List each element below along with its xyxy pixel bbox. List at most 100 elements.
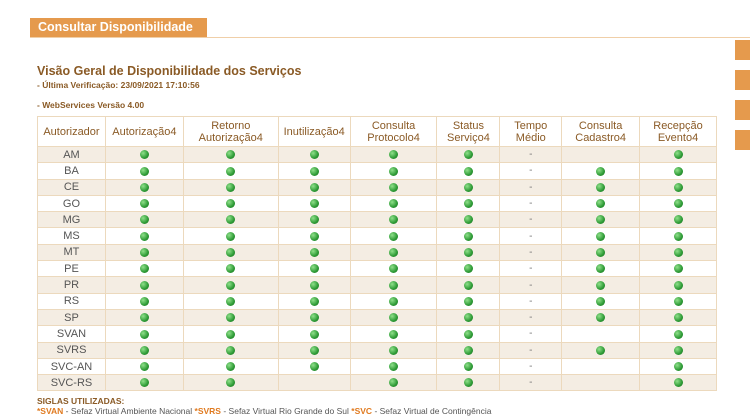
status-dot [389,329,399,339]
uf-cell: GO [37,194,106,213]
status-cell [561,308,641,327]
status-cell [104,194,184,213]
status-dot [309,296,319,306]
status-cell [277,145,351,164]
uf-cell: SVC-AN [37,357,106,376]
status-dot [463,362,473,372]
tab[interactable]: Consultar Disponibilidade [30,18,207,37]
status-cell [639,162,717,180]
status-dot [389,264,399,274]
status-cell [182,194,279,213]
tempo-cell: - [499,194,563,213]
status-cell [182,243,279,262]
status-dot [389,378,399,388]
tempo-cell: - [499,325,563,343]
row: SVC-RS - [37,374,717,392]
status-cell [277,178,351,196]
sigla-code: *SVAN [37,406,64,416]
status-cell [349,211,438,229]
status-dot [389,362,399,372]
status-cell [277,341,351,359]
status-dot [226,329,236,339]
status-cell [277,357,351,376]
status-cell [182,227,279,245]
status-cell [561,243,641,262]
status-cell [561,357,641,376]
uf-cell: SVC-RS [37,374,106,392]
status-dot [673,215,683,225]
uf-cell: AM [37,145,106,164]
status-cell [104,374,184,392]
status-dot [309,199,319,209]
side-button[interactable] [735,40,750,60]
status-dot [596,345,606,355]
status-cell [349,374,438,392]
status-cell [104,211,184,229]
tempo-cell: - [499,243,563,262]
status-dot [309,313,319,323]
column-header: Consulta Cadastro4 [561,116,641,147]
status-dot [226,182,236,192]
status-cell [182,341,279,359]
uf-cell: BA [37,162,106,180]
status-dot [673,166,683,176]
status-dot [389,182,399,192]
status-dot [309,182,319,192]
status-dot [389,345,399,355]
status-dot [596,296,606,306]
status-dot [596,264,606,274]
status-cell [182,276,279,294]
column-header: Tempo Médio [499,116,563,147]
column-header: Consulta Protocolo4 [349,116,438,147]
status-cell [561,325,641,343]
uf-cell: SVAN [37,325,106,343]
status-cell [277,211,351,229]
row: CE - [37,178,717,196]
status-dot [139,378,149,388]
status-dot [309,150,319,160]
side-button[interactable] [735,100,750,120]
status-cell [436,374,501,392]
status-cell [436,227,501,245]
status-dot [139,296,149,306]
status-dot [596,166,606,176]
tempo-cell: - [499,357,563,376]
status-dot [596,280,606,290]
status-dot [139,231,149,241]
status-dot [139,362,149,372]
status-dot [226,280,236,290]
column-header: Retorno Autorização4 [182,116,279,147]
uf-cell: CE [37,178,106,196]
status-dot [309,280,319,290]
status-dot [596,215,606,225]
status-dot [463,199,473,209]
status-dot [139,329,149,339]
status-dot [463,296,473,306]
uf-cell: MG [37,211,106,229]
status-cell [349,178,438,196]
status-dot [463,329,473,339]
status-cell [349,292,438,310]
status-cell [436,145,501,164]
side-button[interactable] [735,130,750,150]
uf-cell: SVRS [37,341,106,359]
status-cell [277,260,351,278]
status-cell [639,211,717,229]
status-cell [104,308,184,327]
status-dot [226,231,236,241]
status-cell [349,308,438,327]
row: PR - [37,276,717,294]
side-button[interactable] [735,70,750,90]
row: MS - [37,227,717,245]
status-cell [104,276,184,294]
status-cell [561,194,641,213]
status-dot [139,313,149,323]
status-cell [561,211,641,229]
status-cell [639,145,717,164]
status-dot [139,199,149,209]
sigla-code: *SVRS [194,406,221,416]
status-cell [639,227,717,245]
column-header: Autorização4 [104,116,184,147]
status-cell [104,227,184,245]
column-header: Autorizador [37,116,106,147]
